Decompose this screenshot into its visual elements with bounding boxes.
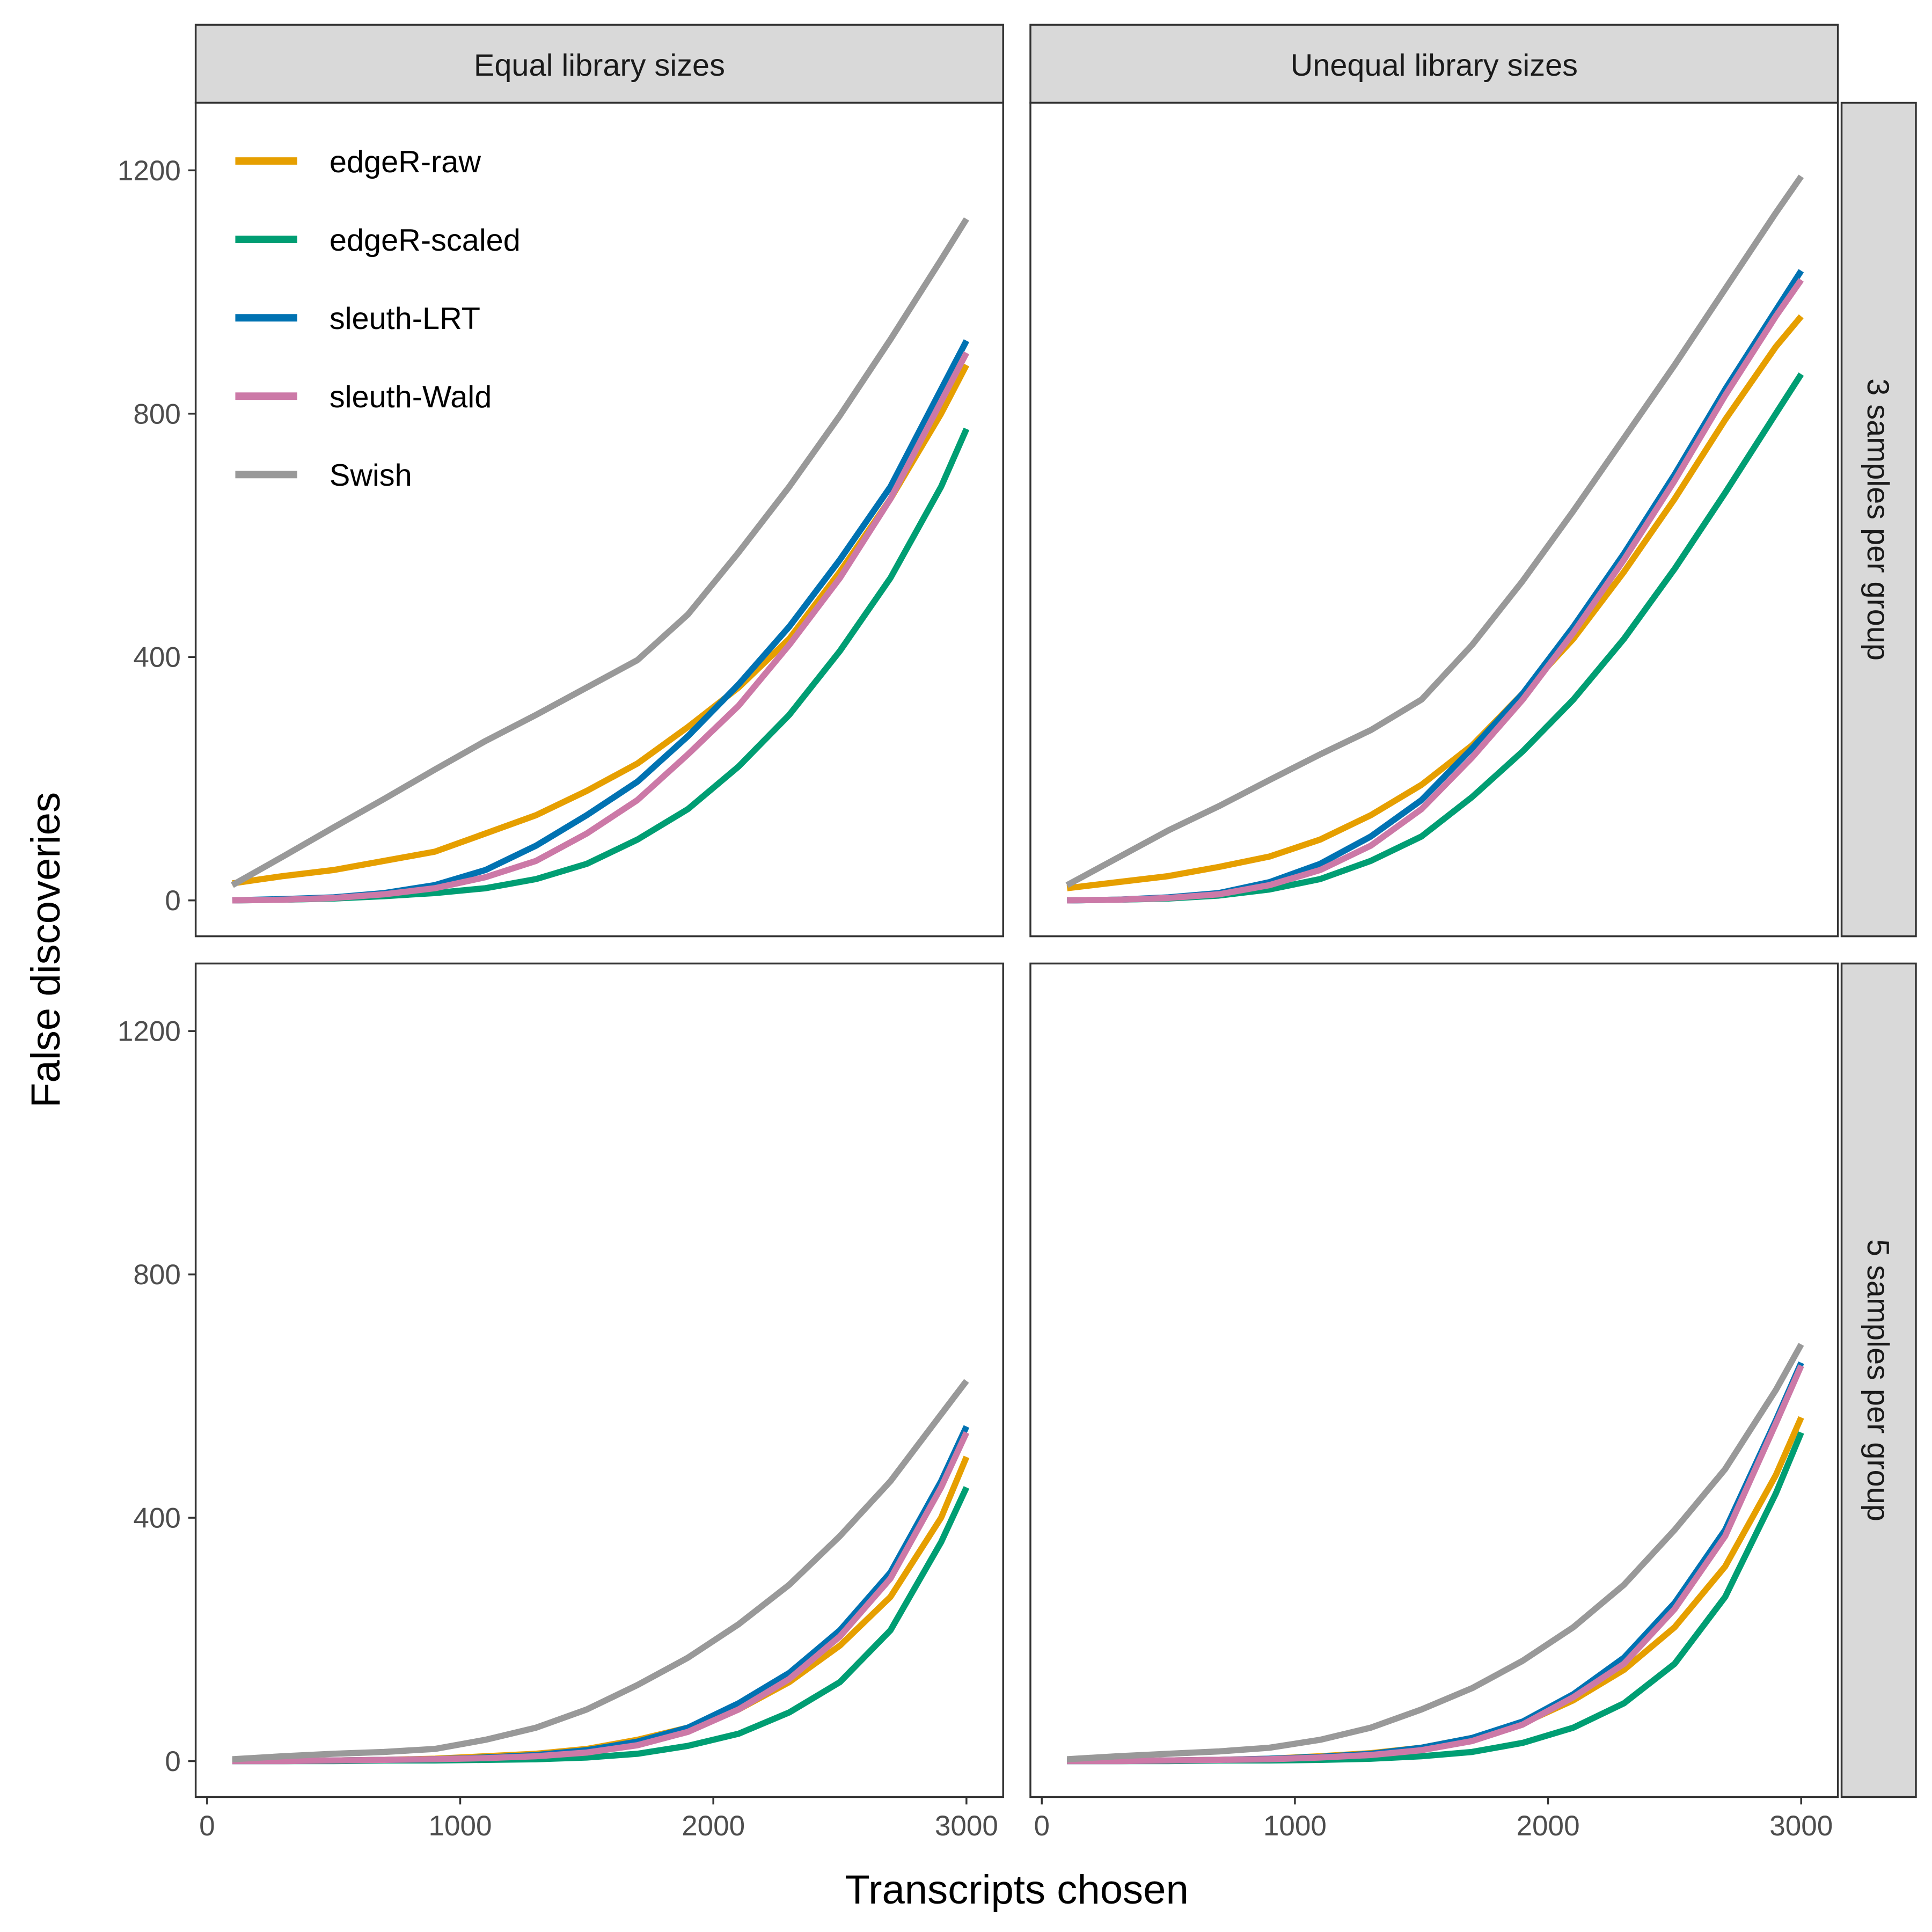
panel: 0 400 800 1200 0 1000 2000 3000 <box>118 962 1004 1842</box>
y-tick-label: 1200 <box>118 1016 181 1048</box>
y-axis-title: False discoveries <box>23 792 69 1108</box>
panel-background <box>195 103 1004 936</box>
panel <box>1029 101 1839 938</box>
legend-label: sleuth-LRT <box>330 302 480 336</box>
facet-strip-label: 5 samples per group <box>1861 1239 1895 1521</box>
y-tick-label: 0 <box>165 885 181 917</box>
legend: edgeR-raw edgeR-scaled sleuth-LRT sleuth-Wa… <box>235 145 521 493</box>
facet-strip-row <box>1840 962 1917 1798</box>
y-tick-label: 1200 <box>118 155 181 187</box>
y-tick-label: 800 <box>133 398 181 430</box>
series-line-swish <box>1065 174 1804 888</box>
y-tick-label: 800 <box>133 1259 181 1291</box>
facet-strip-label: 3 samples per group <box>1861 378 1895 661</box>
x-axis-title: Transcripts chosen <box>845 1867 1188 1913</box>
series-line-sleuth-wald <box>232 351 970 904</box>
facet-strip-label: Equal library sizes <box>474 48 725 83</box>
x-tick-label: 0 <box>199 1810 215 1842</box>
facet-strip-column <box>1029 24 1839 104</box>
series-line-swish <box>1066 1343 1804 1762</box>
x-tick-label: 2000 <box>682 1810 745 1842</box>
x-tick-label: 3000 <box>1769 1810 1833 1842</box>
series-line-sleuth-wald <box>1067 278 1804 904</box>
x-tick-label: 0 <box>1034 1810 1050 1842</box>
series-line-edger-raw <box>1066 314 1804 891</box>
panel-border <box>194 962 1004 1798</box>
facet-strip-label: Unequal library sizes <box>1291 48 1578 83</box>
legend-label: Swish <box>330 458 412 493</box>
series-line-swish <box>232 1379 969 1762</box>
panel: 0 1000 2000 3000 <box>1029 962 1839 1842</box>
panel-border <box>194 101 1004 938</box>
y-tick-label: 400 <box>133 1503 181 1534</box>
panel-background <box>1030 103 1838 936</box>
y-tick-label: 400 <box>133 642 181 674</box>
x-tick-label: 1000 <box>428 1810 492 1842</box>
panel-background <box>195 963 1004 1797</box>
facet-strip-column <box>194 24 1004 104</box>
legend-label: sleuth-Wald <box>330 380 492 414</box>
x-tick-label: 1000 <box>1263 1810 1327 1842</box>
series-line-sleuth-wald <box>1067 1364 1804 1765</box>
legend-label: edgeR-raw <box>330 145 481 179</box>
x-tick-label: 2000 <box>1517 1810 1580 1842</box>
series-line-sleuth-wald <box>232 1431 970 1765</box>
panel-background <box>1030 963 1838 1797</box>
panel-border <box>1029 101 1839 938</box>
facet-strip-row <box>1840 101 1917 938</box>
legend-label: edgeR-scaled <box>330 223 521 258</box>
series-line-swish <box>231 217 969 888</box>
y-tick-label: 0 <box>165 1746 181 1777</box>
panel: 0 400 800 1200 <box>118 101 1004 938</box>
panel-border <box>1029 962 1839 1798</box>
x-tick-label: 3000 <box>935 1810 998 1842</box>
